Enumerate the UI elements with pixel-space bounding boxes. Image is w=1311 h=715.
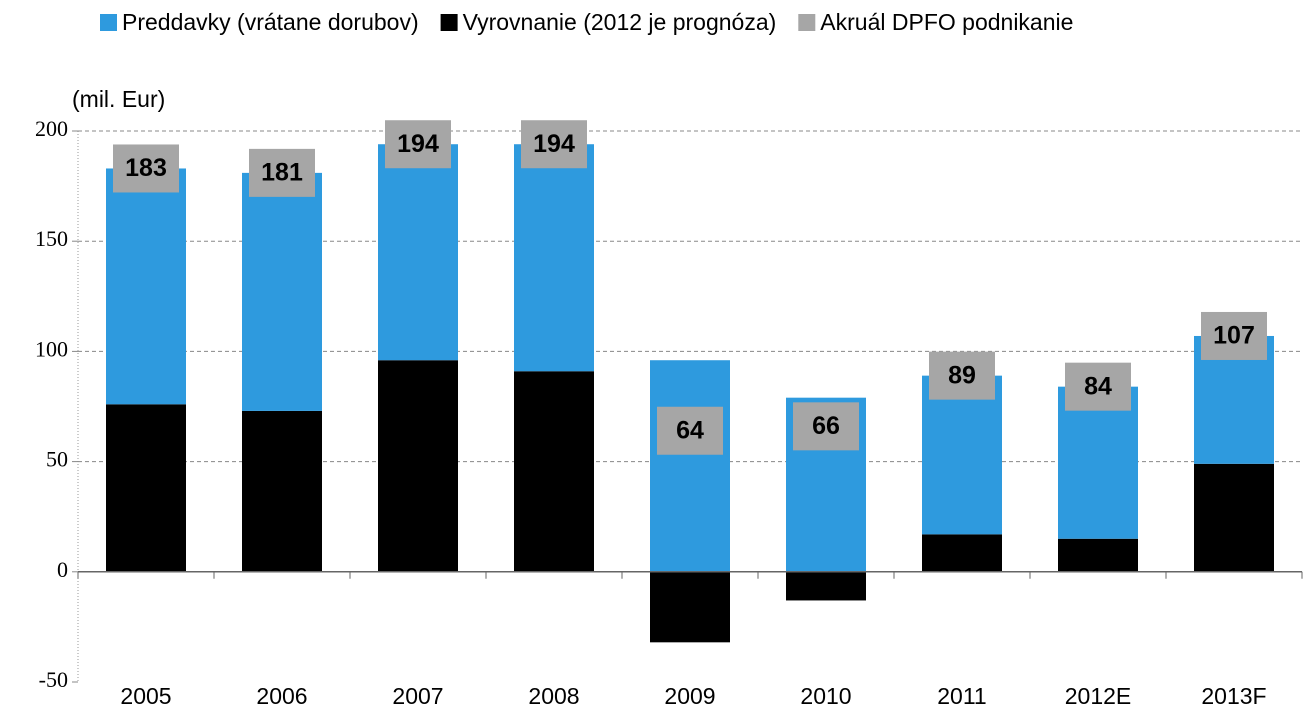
- bar: [922, 375, 1002, 535]
- x-tick-label: 2009: [664, 683, 715, 709]
- data-label: 194: [397, 130, 439, 158]
- bar: [922, 534, 1002, 572]
- legend-label: Akruál DPFO podnikanie: [820, 9, 1073, 35]
- x-tick-label: 2013F: [1201, 683, 1266, 709]
- bar: [650, 360, 730, 572]
- bar: [1194, 463, 1274, 572]
- y-tick-label: -50: [39, 667, 68, 692]
- bar: [1058, 538, 1138, 572]
- legend-label: Vyrovnanie (2012 je prognóza): [463, 9, 777, 35]
- data-label-box: [385, 120, 451, 169]
- data-label: 89: [948, 361, 976, 389]
- legend-label: Preddavky (vrátane dorubov): [122, 9, 419, 35]
- y-tick-label: 200: [35, 116, 68, 141]
- bar: [378, 144, 458, 361]
- x-tick-label: 2007: [392, 683, 443, 709]
- data-label: 66: [812, 412, 840, 440]
- y-axis-label: (mil. Eur): [72, 86, 165, 112]
- data-label: 183: [125, 154, 167, 182]
- data-label: 181: [261, 158, 303, 186]
- bar: [106, 168, 186, 405]
- x-tick-label: 2010: [800, 683, 851, 709]
- x-tick-label: 2012E: [1065, 683, 1132, 709]
- bar: [242, 172, 322, 411]
- y-tick-label: 50: [46, 447, 68, 472]
- bar: [242, 410, 322, 572]
- data-label: 194: [533, 130, 575, 158]
- legend-swatch: [100, 14, 117, 31]
- legend-swatch: [440, 14, 458, 31]
- data-label-box: [793, 402, 859, 451]
- data-label-box: [1065, 362, 1131, 411]
- data-label: 107: [1213, 322, 1255, 350]
- legend-swatch: [798, 14, 816, 31]
- data-label-box: [657, 406, 723, 455]
- bar: [650, 571, 730, 643]
- data-label-box: [521, 120, 587, 169]
- x-tick-label: 2005: [120, 683, 171, 709]
- data-label: 84: [1084, 372, 1112, 400]
- bar: [1058, 386, 1138, 539]
- bar: [786, 571, 866, 601]
- x-tick-label: 2008: [528, 683, 579, 709]
- data-label-box: [1201, 311, 1267, 360]
- data-label-box: [249, 148, 315, 197]
- data-label-box: [929, 351, 995, 400]
- y-tick-label: 150: [35, 226, 68, 251]
- x-tick-label: 2006: [256, 683, 307, 709]
- x-tick-label: 2011: [937, 683, 986, 709]
- bar: [106, 404, 186, 572]
- data-label-box: [113, 144, 179, 193]
- data-label: 64: [676, 416, 704, 444]
- bar: [378, 360, 458, 572]
- bar: [514, 144, 594, 372]
- y-tick-label: 0: [57, 557, 68, 582]
- y-tick-label: 100: [35, 336, 68, 361]
- bar: [514, 371, 594, 572]
